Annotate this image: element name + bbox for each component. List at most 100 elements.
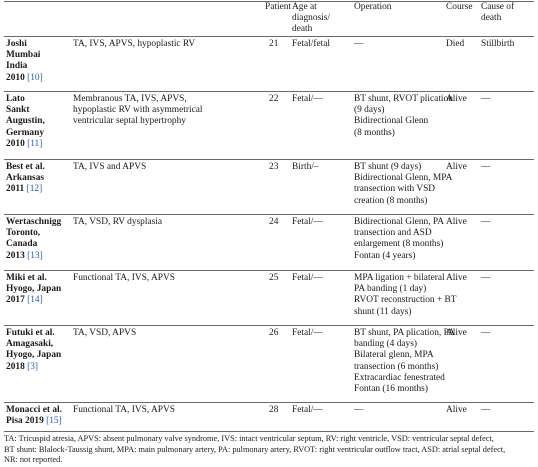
diagnosis-line: TA, IVS and APVS — [73, 162, 147, 172]
row-divider — [4, 402, 534, 403]
cause-of-death: Stillbirth — [481, 39, 515, 49]
operation-line: (8 months) — [354, 127, 395, 138]
author-line: Augustin, — [6, 116, 45, 127]
course: Alive — [446, 328, 467, 338]
operation-line: enlargement (8 months) — [354, 239, 444, 250]
patient-number: 24 — [269, 217, 279, 227]
author-line: Monacci et al. — [6, 405, 62, 415]
reference-link[interactable]: [13] — [27, 250, 43, 261]
reference-link[interactable]: [3] — [27, 361, 39, 372]
operation-line: BT shunt, PA plication, PA — [354, 328, 455, 338]
publication-year: 2017 — [6, 295, 28, 306]
header-course: Course — [446, 2, 473, 12]
reference-link[interactable]: [15] — [46, 416, 62, 427]
diagnosis-line: TA, IVS, APVS, hypoplastic RV — [73, 39, 196, 49]
author-line: Sankt — [6, 105, 30, 116]
author-line: India — [6, 61, 28, 72]
row-divider — [4, 214, 534, 215]
author-year: Pisa 2019 [15] — [6, 416, 62, 427]
operation-line: RVOT reconstruction + BT — [354, 295, 457, 306]
age-at-diagnosis: Fetal/— — [292, 94, 323, 104]
header-cause-of-death: Cause of — [481, 2, 515, 12]
author-year: 2010 [11] — [6, 139, 42, 150]
author-line: Joshi — [6, 39, 27, 49]
age-at-diagnosis: Fetal/— — [292, 328, 323, 338]
operation-line: Bidirectional Glenn, MPA — [354, 173, 453, 184]
header-operation: Operation — [354, 2, 392, 12]
diagnosis-line: TA, VSD, RV dysplasia — [73, 217, 163, 227]
course: Alive — [446, 162, 467, 172]
author-line: Hyogo, Japan — [6, 284, 62, 295]
author-year: 2011 [12] — [6, 184, 42, 195]
operation-line: Bidirectional Glenn, PA — [354, 217, 445, 227]
course: Alive — [446, 94, 467, 104]
cause-of-death: — — [481, 328, 491, 338]
operation-line: banding (4 days) — [354, 339, 418, 350]
row-divider — [4, 91, 534, 92]
header-cause-of-death: death — [481, 13, 502, 24]
diagnosis-line: hypoplastic RV with asymmetrical — [73, 105, 203, 116]
course: Alive — [446, 217, 467, 227]
footnote-line: NR: not reported. — [4, 455, 63, 464]
author-line: Wertaschnigg — [6, 217, 62, 227]
cause-of-death: — — [481, 94, 491, 104]
row-divider — [4, 325, 534, 326]
author-line: Miki et al. — [6, 273, 47, 283]
reference-link[interactable]: [11] — [27, 138, 43, 149]
cause-of-death: — — [481, 217, 491, 227]
patient-number: 22 — [269, 94, 279, 104]
patient-number: 21 — [269, 39, 279, 49]
operation-line: shunt (11 days) — [354, 306, 412, 317]
operation-line: MPA ligation + bilateral — [354, 273, 445, 283]
author-year: 2017 [14] — [6, 295, 43, 306]
author-line: Hyogo, Japan — [6, 350, 62, 361]
reference-link[interactable]: [14] — [27, 295, 43, 306]
publication-year: 2013 — [6, 250, 28, 261]
operation-line: — — [354, 39, 364, 49]
header-patient: Patient — [265, 2, 292, 12]
age-at-diagnosis: Fetal/— — [292, 405, 323, 415]
operation-line: BT shunt, RVOT plication — [354, 94, 453, 104]
patient-number: 25 — [269, 273, 279, 283]
diagnosis-line: ventricular septal hypertrophy — [73, 116, 186, 127]
header-age: death — [292, 24, 313, 35]
age-at-diagnosis: Fetal/— — [292, 273, 323, 283]
operation-line: Bidirectional Glenn — [354, 116, 429, 127]
operation-line: BT shunt (9 days) — [354, 162, 422, 172]
operation-line: — — [354, 405, 364, 415]
publication-year: Pisa 2019 — [6, 416, 47, 427]
publication-year: 2011 — [6, 184, 27, 195]
row-divider — [4, 159, 534, 160]
cause-of-death: — — [481, 273, 491, 283]
age-at-diagnosis: Birth/– — [292, 162, 319, 172]
course: Alive — [446, 405, 467, 415]
publication-year: 2018 — [6, 361, 28, 372]
publication-year: 2010 — [6, 138, 28, 149]
author-year: 2018 [3] — [6, 362, 38, 373]
header-age: Age at — [292, 2, 317, 12]
reference-link[interactable]: [12] — [26, 184, 43, 195]
operation-line: transection and ASD — [354, 228, 432, 239]
cause-of-death: — — [481, 162, 491, 172]
table-bottom-rule — [4, 431, 534, 432]
patient-number: 23 — [269, 162, 279, 172]
patient-number: 28 — [269, 405, 279, 415]
diagnosis-line: Functional TA, IVS, APVS — [73, 273, 175, 283]
author-line: Best et al. — [6, 162, 45, 172]
reference-link[interactable]: [10] — [27, 72, 43, 83]
author-year: 2013 [13] — [6, 251, 43, 262]
diagnosis-line: Functional TA, IVS, APVS — [73, 405, 175, 415]
diagnosis-line: TA, VSD, APVS — [73, 328, 137, 338]
author-line: Canada — [6, 239, 38, 250]
author-line: Lato — [6, 94, 25, 104]
operation-line: Extracardiac fenestrated — [354, 372, 445, 383]
operation-line: transection with VSD — [354, 184, 436, 195]
patient-number: 26 — [269, 328, 279, 338]
row-divider — [4, 36, 534, 37]
author-year: 2010 [10] — [6, 73, 43, 84]
operation-line: Bilateral glenn, MPA — [354, 350, 434, 361]
footnote-line: TA: Tricuspid atresia, APVS: absent pulm… — [4, 434, 494, 443]
author-line: Amagasaki, — [6, 339, 54, 350]
author-line: Mumbai — [6, 50, 41, 61]
footnote-line: BT shunt: Blalock-Taussig shunt, MPA: ma… — [4, 444, 506, 454]
